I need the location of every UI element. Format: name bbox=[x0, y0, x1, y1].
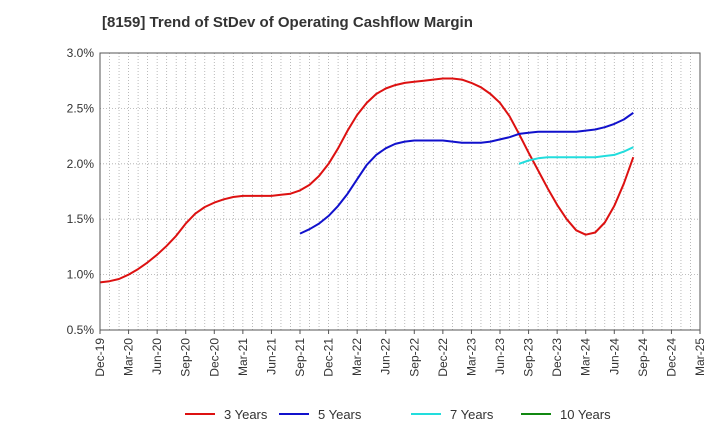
x-tick-label: Jun-23 bbox=[493, 338, 507, 375]
x-tick-label: Mar-21 bbox=[236, 338, 250, 376]
x-tick-label: Jun-22 bbox=[379, 338, 393, 375]
legend-label: 3 Years bbox=[224, 407, 268, 422]
legend-label: 10 Years bbox=[560, 407, 611, 422]
y-tick-label: 2.0% bbox=[67, 157, 95, 171]
y-tick-label: 1.0% bbox=[67, 268, 95, 282]
chart-title: [8159] Trend of StDev of Operating Cashf… bbox=[102, 14, 473, 31]
plot-border bbox=[99, 52, 701, 331]
x-tick-label: Dec-20 bbox=[207, 338, 221, 377]
series-line-3-years bbox=[99, 77, 635, 284]
y-tick-label: 0.5% bbox=[67, 323, 95, 337]
series-line-7-years bbox=[518, 146, 634, 165]
x-tick-label: Mar-25 bbox=[693, 338, 707, 376]
series-line-5-years bbox=[299, 111, 634, 235]
x-tick-label: Sep-22 bbox=[407, 338, 421, 377]
plot-area-frame bbox=[99, 52, 701, 331]
y-axis-ticks: 0.5% 1.0% 1.5% 2.0% 2.5% 3.0% bbox=[67, 46, 95, 337]
x-tick-label: Mar-23 bbox=[464, 338, 478, 376]
y-tick-label: 1.5% bbox=[67, 212, 95, 226]
x-axis-ticks: Dec-19 Mar-20 Jun-20 Sep-20 Dec-20 Mar-21 Jun-… bbox=[93, 330, 707, 377]
x-tick-label: Dec-19 bbox=[93, 338, 107, 377]
x-tick-label: Dec-24 bbox=[664, 338, 678, 377]
chart-series bbox=[99, 77, 635, 284]
legend-label: 5 Years bbox=[318, 407, 362, 422]
x-tick-label: Sep-23 bbox=[522, 338, 536, 377]
x-tick-label: Sep-21 bbox=[293, 338, 307, 377]
chart-legend: 3 Years 5 Years 7 Years 10 Years bbox=[185, 407, 611, 422]
x-tick-label: Dec-23 bbox=[550, 338, 564, 377]
chart-grid bbox=[100, 53, 700, 330]
x-tick-label: Mar-22 bbox=[350, 338, 364, 376]
x-tick-label: Jun-24 bbox=[607, 338, 621, 375]
x-tick-label: Sep-20 bbox=[179, 338, 193, 377]
x-tick-label: Dec-21 bbox=[322, 338, 336, 377]
y-tick-label: 3.0% bbox=[67, 46, 95, 60]
x-tick-label: Jun-21 bbox=[264, 338, 278, 375]
x-tick-label: Jun-20 bbox=[150, 338, 164, 375]
x-tick-label: Mar-20 bbox=[122, 338, 136, 376]
x-tick-label: Mar-24 bbox=[579, 338, 593, 376]
legend-label: 7 Years bbox=[450, 407, 494, 422]
x-tick-label: Sep-24 bbox=[636, 338, 650, 377]
y-tick-label: 2.5% bbox=[67, 101, 95, 115]
x-tick-label: Dec-22 bbox=[436, 338, 450, 377]
